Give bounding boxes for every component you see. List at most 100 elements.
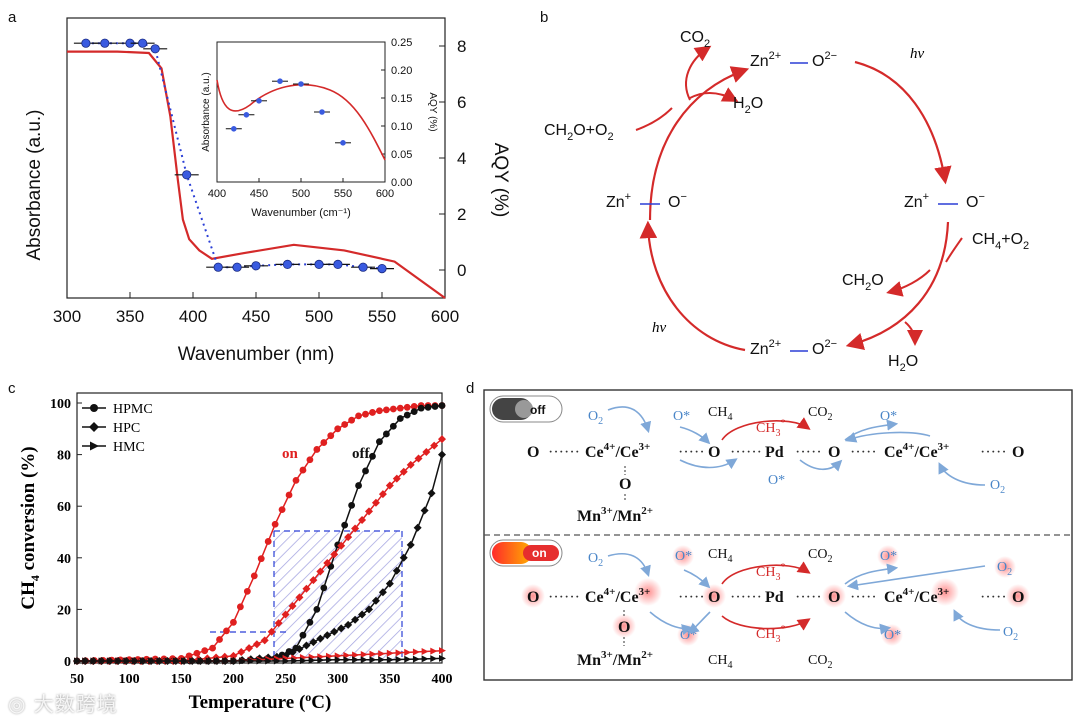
svg-text:·····: ····· (850, 589, 877, 606)
plot-a-point (314, 259, 324, 269)
plot-c-point (378, 588, 387, 597)
plot-c-point (334, 425, 342, 433)
node-left: Zn+ O− (606, 191, 687, 211)
plot-c-point (295, 644, 304, 653)
plot-c-point (351, 615, 360, 624)
plot-c-point (404, 648, 412, 656)
plot-c-point (252, 640, 261, 649)
plot-c-point (330, 550, 339, 559)
inset-xtick-label: 450 (250, 188, 268, 200)
toggle-off: off (489, 395, 563, 423)
plot-c-point (267, 627, 276, 636)
svg-text:·····: ····· (795, 589, 822, 606)
label-h2o-top: H2O (733, 95, 763, 116)
plot-c-point (424, 403, 432, 411)
plot-c-point (164, 657, 172, 665)
svg-text:·····: ····· (980, 444, 1007, 461)
svg-text:Mn3+/Mn2+: Mn3+/Mn2+ (577, 649, 653, 669)
node-right: Zn+ O− (904, 191, 985, 211)
plot-c-point (278, 506, 286, 514)
scheme-on-species: O2 O* CH4 CH3* CO2 O* O2 O* CH3* O* O2 C… (588, 547, 1018, 671)
plot-c-point (360, 651, 368, 659)
plot-c-point (355, 412, 362, 420)
plot-a-point (138, 38, 148, 48)
inset-y2tick-label: 0.15 (391, 93, 412, 105)
plot-c-xtick-label: 400 (432, 672, 453, 687)
plot-a-series-absorbance (67, 50, 446, 299)
plot-a-y2tick-label: 4 (457, 149, 466, 168)
plot-c-point (209, 644, 216, 652)
svg-text:O2: O2 (588, 409, 603, 427)
plot-c-point (216, 636, 223, 643)
plot-c-point (316, 634, 325, 643)
plot-c-point (139, 657, 147, 665)
plot-c-ytick-label: 100 (50, 397, 71, 412)
plot-c-point (323, 631, 332, 640)
plot-c-point (131, 657, 139, 665)
plot-c-point (438, 450, 446, 459)
plot-c-ytick-label: 20 (57, 603, 71, 618)
plot-c-point (341, 521, 349, 529)
svg-text:off: off (530, 403, 546, 417)
plot-c-point (90, 657, 98, 665)
plot-c-point (392, 566, 401, 575)
plot-a-y2tick-label: 0 (457, 261, 466, 280)
plot-a-xtick-label: 550 (368, 307, 396, 326)
svg-text:······: ······ (548, 589, 580, 606)
plot-c-point (344, 533, 353, 542)
legend-marker (90, 441, 99, 451)
legend-hmc: HMC (113, 440, 145, 455)
plot-c-point (189, 657, 197, 665)
plot-c-point (292, 477, 300, 484)
svg-text:O: O (527, 589, 539, 606)
plot-c-point (392, 474, 401, 483)
plot-c-point (213, 657, 221, 665)
plot-c-point (313, 606, 321, 613)
svg-text:O*: O* (768, 473, 785, 488)
svg-text:O*: O* (675, 549, 692, 564)
panel-label-d: d (466, 380, 474, 397)
plot-c-xtick-label: 250 (275, 672, 296, 687)
plot-c-point (197, 657, 205, 665)
plot-c-point (274, 619, 283, 628)
plot-c-point (193, 649, 201, 657)
plot-c-point (320, 439, 328, 446)
plot-c-point (365, 605, 373, 614)
plot-c-point (352, 651, 360, 659)
label-ch2o-o2: CH2O+O2 (544, 122, 614, 143)
plot-c-point (412, 648, 420, 656)
plot-c-point (323, 558, 332, 567)
plot-c-point (106, 657, 114, 665)
plot-c-xtick-label: 100 (119, 672, 140, 687)
plot-c-point (156, 657, 164, 665)
plot-a-point (182, 170, 192, 180)
inset-y2label: AQY (%) (427, 92, 438, 131)
inset-y2tick-label: 0.05 (391, 149, 412, 161)
plot-c-point (281, 610, 290, 619)
arc-bottom-left (639, 220, 746, 352)
plot-c-point (378, 650, 386, 658)
plot-c-ytick-label: 0 (64, 655, 71, 670)
plot-c-point (243, 587, 251, 595)
plot-c-point (369, 409, 376, 416)
svg-text:O*: O* (880, 549, 897, 564)
svg-text:O*: O* (673, 409, 690, 424)
plot-c-point (351, 524, 360, 533)
plot-c-point (404, 655, 412, 663)
plot-a-inset: 400 450 500 550 600 0.00 0.05 0.10 0.15 0.20 0.25… (201, 37, 438, 219)
svg-text:CH3*: CH3* (756, 418, 785, 439)
plot-a-point (251, 261, 261, 271)
svg-text:·····: ····· (980, 589, 1007, 606)
plot-c-point (378, 656, 386, 664)
label-ch2o: CH2O (842, 272, 884, 293)
plot-a-point (333, 259, 343, 269)
panel-a-chart: 300 350 400 450 500 550 600 0 2 4 6 8 Wavenumber (… (24, 17, 511, 365)
svg-text:Ce4+/Ce3+: Ce4+/Ce3+ (585, 441, 650, 461)
label-hv-bottom: hν (652, 320, 667, 336)
svg-text:CO2: CO2 (808, 547, 832, 565)
plot-c-xtick-label: 150 (171, 672, 192, 687)
svg-text:O: O (619, 476, 631, 493)
plot-c-point (282, 657, 290, 665)
inset-xlabel: Wavenumber (cm⁻¹) (251, 207, 351, 219)
inset-y2tick-label: 0.25 (391, 37, 412, 49)
